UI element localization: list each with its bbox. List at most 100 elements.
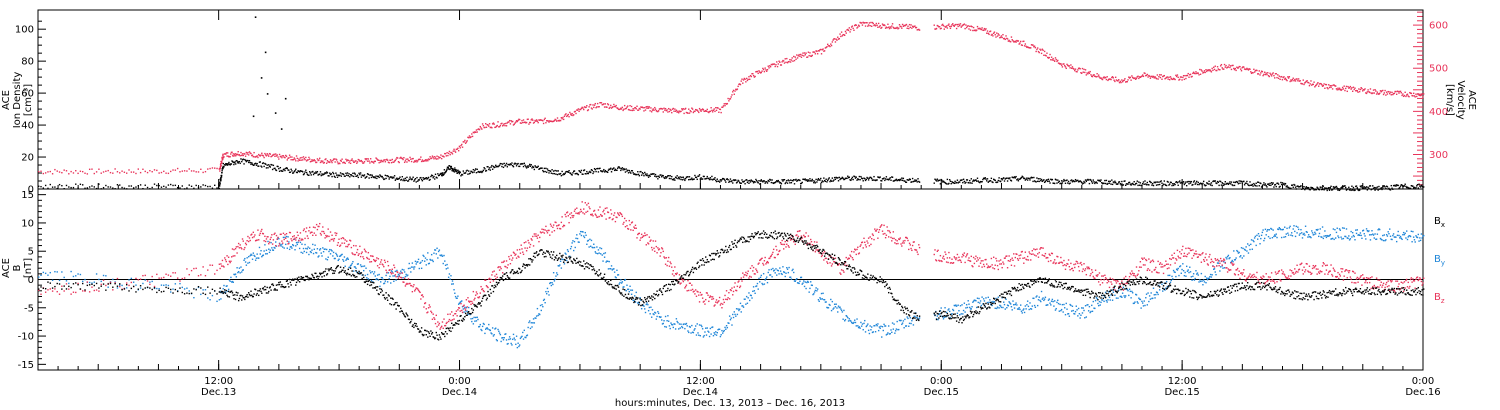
density-point: [579, 170, 581, 173]
by-point: [1201, 280, 1203, 282]
velocity-point: [1259, 74, 1261, 76]
velocity-point: [765, 69, 767, 71]
velocity-point: [961, 25, 963, 27]
velocity-point: [454, 151, 457, 153]
by-point: [237, 270, 240, 273]
velocity-point: [1287, 76, 1289, 78]
density-point: [559, 172, 562, 175]
bottom-ytick-label: -5: [24, 303, 34, 314]
by-point: [102, 274, 105, 277]
velocity-point: [1347, 85, 1349, 88]
velocity-point: [542, 122, 545, 125]
by-point: [787, 271, 790, 274]
density-point: [1265, 184, 1267, 187]
by-point: [654, 311, 656, 314]
velocity-point: [1355, 89, 1358, 92]
by-point: [728, 315, 731, 317]
density-point: [903, 180, 905, 182]
by-point: [790, 278, 793, 280]
velocity-point: [694, 108, 697, 111]
density-point: [745, 179, 747, 181]
density-point: [426, 178, 428, 180]
density-point: [1145, 184, 1148, 186]
velocity-point: [461, 146, 464, 148]
velocity-point: [726, 102, 729, 105]
density-point: [1417, 187, 1419, 189]
velocity-point: [305, 160, 308, 162]
by-point: [247, 262, 249, 264]
velocity-point: [627, 105, 629, 107]
by-point: [566, 249, 569, 251]
by-point: [497, 328, 499, 331]
density-point: [1092, 179, 1094, 181]
density-point: [1267, 183, 1270, 185]
by-point: [833, 303, 836, 305]
by-point: [515, 335, 518, 337]
density-point: [181, 185, 183, 187]
density-point: [456, 170, 458, 172]
density-point: [1040, 178, 1043, 181]
by-point: [850, 320, 852, 322]
by-point: [1161, 283, 1163, 286]
density-point: [860, 175, 862, 178]
by-point: [225, 285, 228, 287]
density-point: [220, 176, 223, 178]
by-point: [737, 308, 739, 310]
by-point: [895, 328, 898, 330]
by-point: [783, 271, 786, 274]
by-point: [211, 294, 214, 297]
velocity-point: [1154, 76, 1156, 78]
by-point: [649, 313, 651, 315]
density-point: [909, 178, 912, 181]
by-point: [625, 290, 627, 292]
by-point: [517, 342, 519, 344]
by-point: [803, 280, 805, 282]
velocity-point: [414, 160, 417, 163]
density-point: [156, 184, 158, 187]
by-point: [953, 304, 956, 307]
by-point: [759, 276, 762, 279]
density-point: [220, 174, 223, 177]
velocity-point: [950, 25, 952, 28]
velocity-point: [436, 155, 438, 157]
velocity-point: [688, 108, 690, 110]
velocity-point: [444, 152, 447, 155]
by-point: [40, 274, 42, 276]
by-point: [325, 258, 327, 260]
by-point: [665, 326, 668, 328]
velocity-point: [443, 156, 445, 158]
velocity-point: [758, 70, 760, 72]
velocity-point: [857, 24, 860, 26]
density-point: [447, 168, 450, 170]
by-point: [569, 247, 572, 250]
density-point: [360, 176, 363, 178]
by-point: [768, 269, 770, 271]
by-point: [227, 290, 229, 293]
velocity-point: [477, 128, 479, 131]
velocity-point: [1276, 76, 1278, 79]
density-point: [366, 173, 369, 175]
velocity-point: [741, 78, 743, 80]
by-point: [717, 328, 719, 331]
by-point: [193, 296, 195, 299]
density-point: [121, 186, 123, 189]
density-point: [84, 187, 86, 189]
velocity-point: [514, 122, 516, 124]
velocity-point: [786, 61, 789, 64]
by-point: [901, 322, 904, 324]
velocity-point: [890, 27, 892, 29]
velocity-point: [431, 155, 434, 157]
by-point: [183, 288, 186, 290]
velocity-point: [1244, 68, 1247, 71]
velocity-point: [825, 46, 827, 49]
velocity-point: [752, 72, 754, 75]
velocity-point: [107, 169, 109, 172]
by-point: [671, 323, 673, 326]
by-point: [1030, 308, 1032, 310]
by-point: [955, 304, 957, 306]
by-point: [435, 253, 437, 255]
by-point: [893, 323, 895, 325]
density-point: [1419, 185, 1421, 187]
by-point: [450, 275, 452, 277]
density-point: [628, 169, 630, 172]
